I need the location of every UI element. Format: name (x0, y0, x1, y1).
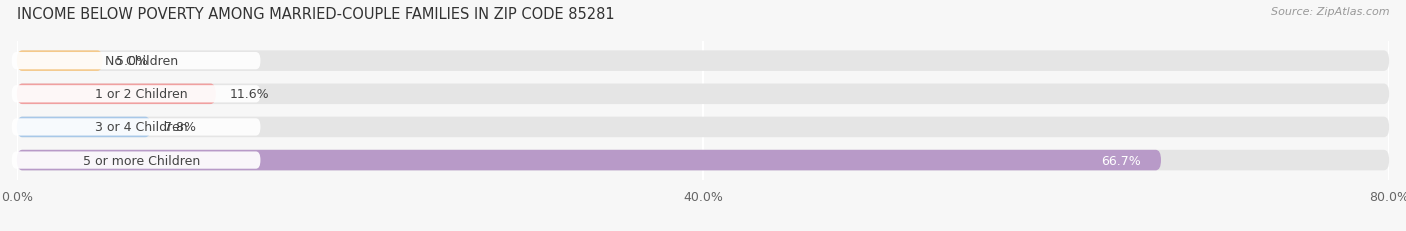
FancyBboxPatch shape (17, 150, 1389, 171)
Text: No Children: No Children (104, 55, 177, 68)
Text: 5.0%: 5.0% (117, 55, 149, 68)
Text: INCOME BELOW POVERTY AMONG MARRIED-COUPLE FAMILIES IN ZIP CODE 85281: INCOME BELOW POVERTY AMONG MARRIED-COUPL… (17, 7, 614, 22)
FancyBboxPatch shape (11, 152, 260, 169)
Text: 1 or 2 Children: 1 or 2 Children (96, 88, 187, 101)
FancyBboxPatch shape (17, 117, 150, 138)
Text: 11.6%: 11.6% (229, 88, 269, 101)
Text: 3 or 4 Children: 3 or 4 Children (96, 121, 187, 134)
Text: Source: ZipAtlas.com: Source: ZipAtlas.com (1271, 7, 1389, 17)
FancyBboxPatch shape (17, 51, 103, 72)
FancyBboxPatch shape (17, 150, 1161, 171)
FancyBboxPatch shape (11, 53, 260, 70)
Text: 5 or more Children: 5 or more Children (83, 154, 200, 167)
FancyBboxPatch shape (17, 84, 1389, 105)
FancyBboxPatch shape (11, 86, 260, 103)
FancyBboxPatch shape (17, 84, 217, 105)
FancyBboxPatch shape (11, 119, 260, 136)
FancyBboxPatch shape (17, 117, 1389, 138)
Text: 66.7%: 66.7% (1101, 154, 1140, 167)
Text: 7.8%: 7.8% (165, 121, 197, 134)
FancyBboxPatch shape (17, 51, 1389, 72)
